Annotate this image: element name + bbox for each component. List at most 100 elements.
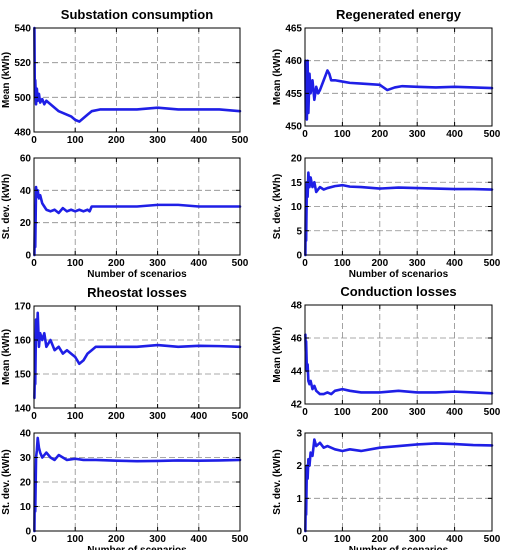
series-line-1 — [33, 26, 242, 123]
y-tick-label: 20 — [20, 478, 32, 489]
x-tick-label: 200 — [371, 129, 388, 140]
x-tick-label: 100 — [67, 411, 84, 422]
y-tick-label: 15 — [291, 178, 303, 189]
y-tick-label: 2 — [296, 461, 302, 472]
y-axis-label: Mean (kWh) — [1, 52, 12, 108]
series-line-1 — [304, 333, 494, 396]
chart-rheostat-mean: 0 100 200 300 400 500 140 150 160 170 Rheostat los… — [1, 285, 249, 422]
axes-frame — [33, 27, 241, 133]
chart-regenerated-mean: 0 100 200 300 400 500 450 455 460 465 Regenerated … — [272, 7, 501, 140]
chart-title: Regenerated energy — [336, 7, 462, 22]
x-tick-label: 300 — [149, 411, 166, 422]
x-axis-label: Number of scenarios — [349, 545, 449, 550]
x-tick-label: 400 — [190, 534, 207, 545]
y-axis-label: St. dev. (kWh) — [272, 174, 283, 239]
x-tick-label: 0 — [302, 534, 308, 545]
x-tick-label: 500 — [484, 129, 501, 140]
y-axis-label: Mean (kWh) — [272, 326, 283, 382]
x-tick-label: 400 — [190, 135, 207, 146]
y-tick-label: 42 — [291, 400, 303, 411]
chart-substation-mean: 0 100 200 300 400 500 480 500 520 540 Substation c… — [1, 7, 249, 146]
y-tick-label: 455 — [285, 89, 302, 100]
plot-area — [305, 28, 492, 126]
y-tick-label: 10 — [20, 502, 32, 513]
y-tick-label: 40 — [20, 186, 32, 197]
y-tick-label: 48 — [291, 301, 303, 312]
y-tick-label: 140 — [14, 404, 31, 415]
x-tick-label: 400 — [446, 407, 463, 418]
plot-area — [34, 306, 240, 408]
x-tick-label: 100 — [67, 135, 84, 146]
x-tick-label: 500 — [232, 258, 249, 269]
x-tick-label: 500 — [484, 407, 501, 418]
x-tick-label: 500 — [232, 411, 249, 422]
x-tick-label: 200 — [371, 407, 388, 418]
y-tick-label: 460 — [285, 56, 302, 67]
y-tick-label: 450 — [285, 122, 302, 133]
x-tick-label: 200 — [108, 534, 125, 545]
x-tick-label: 400 — [190, 258, 207, 269]
chart-title: Conduction losses — [340, 284, 456, 299]
chart-title: Substation consumption — [61, 7, 213, 22]
chart-title: Rheostat losses — [87, 285, 187, 300]
x-tick-label: 300 — [149, 258, 166, 269]
x-tick-label: 100 — [334, 534, 351, 545]
x-tick-label: 400 — [446, 258, 463, 269]
y-tick-label: 150 — [14, 370, 31, 381]
x-axis-label: Number of scenarios — [349, 269, 449, 280]
x-tick-label: 200 — [108, 135, 125, 146]
axes-frame — [304, 432, 493, 532]
x-tick-label: 200 — [371, 534, 388, 545]
series-line-1 — [33, 311, 242, 400]
y-tick-label: 480 — [14, 128, 31, 139]
y-tick-label: 60 — [20, 154, 32, 165]
x-tick-label: 100 — [67, 534, 84, 545]
y-tick-label: 20 — [291, 154, 303, 165]
x-tick-label: 100 — [334, 129, 351, 140]
y-tick-label: 3 — [296, 429, 302, 440]
y-tick-label: 160 — [14, 336, 31, 347]
y-tick-label: 0 — [296, 527, 302, 538]
x-tick-label: 100 — [67, 258, 84, 269]
series-line-1 — [33, 436, 242, 533]
y-tick-label: 520 — [14, 58, 31, 69]
x-tick-label: 500 — [232, 534, 249, 545]
y-tick-label: 0 — [25, 251, 31, 262]
chart-rheostat-std: 0 100 200 300 400 500 0 10 20 30 40 Number of scena… — [1, 429, 249, 550]
x-tick-label: 300 — [409, 407, 426, 418]
series-line-1 — [304, 438, 494, 533]
series-line-1 — [304, 171, 494, 257]
series-line-1 — [304, 59, 494, 121]
axes-frame — [304, 304, 493, 405]
y-tick-label: 40 — [20, 429, 32, 440]
y-tick-label: 500 — [14, 93, 31, 104]
x-tick-label: 500 — [484, 258, 501, 269]
x-axis-label: Number of scenarios — [87, 545, 187, 550]
plot-area — [34, 28, 240, 132]
x-axis-label: Number of scenarios — [87, 269, 187, 280]
x-tick-label: 0 — [31, 411, 37, 422]
y-tick-label: 30 — [20, 453, 32, 464]
x-tick-label: 0 — [31, 135, 37, 146]
x-tick-label: 400 — [446, 534, 463, 545]
chart-regenerated-std: 0 100 200 300 400 500 0 5 10 15 20 Number of scenar… — [272, 154, 501, 281]
y-axis-label: Mean (kWh) — [1, 329, 12, 385]
x-tick-label: 300 — [149, 534, 166, 545]
axes-frame — [304, 27, 493, 127]
y-tick-label: 44 — [291, 367, 303, 378]
x-tick-label: 300 — [409, 129, 426, 140]
y-tick-label: 0 — [296, 251, 302, 262]
x-tick-label: 200 — [108, 411, 125, 422]
x-tick-label: 0 — [302, 407, 308, 418]
y-axis-label: St. dev. (kWh) — [1, 449, 12, 514]
y-tick-label: 540 — [14, 24, 31, 35]
y-tick-label: 465 — [285, 24, 302, 35]
y-tick-label: 170 — [14, 302, 31, 313]
y-tick-label: 46 — [291, 334, 303, 345]
x-tick-label: 400 — [446, 129, 463, 140]
axes-frame — [33, 157, 241, 256]
plot-area — [305, 305, 492, 404]
y-tick-label: 5 — [296, 226, 302, 237]
x-tick-label: 0 — [302, 258, 308, 269]
